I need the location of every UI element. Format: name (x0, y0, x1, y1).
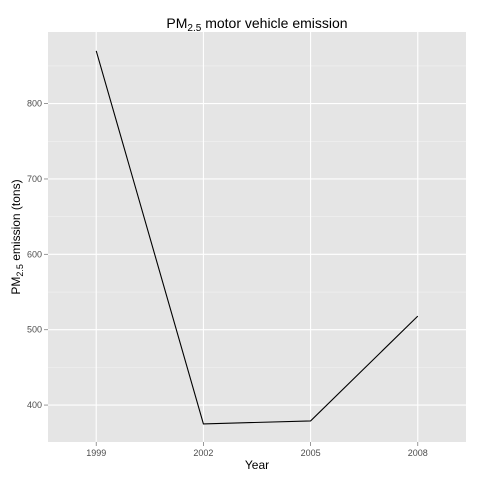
y-axis-title: PM2.5 emission (tons) (9, 179, 25, 294)
series-line (95, 50, 419, 425)
x-axis-title: Year (245, 458, 269, 472)
y-axis-title-main: PM (9, 277, 23, 295)
y-axis-title-rest: emission (tons) (9, 179, 23, 264)
chart-title: PM2.5 motor vehicle emission (166, 15, 347, 34)
y-tick-label: 800 (27, 99, 42, 109)
series-group (95, 50, 419, 425)
y-axis: 400 500 600 700 800 (27, 99, 48, 410)
y-tick-label: 400 (27, 400, 42, 410)
y-tick-label: 500 (27, 325, 42, 335)
chart-title-rest: motor vehicle emission (201, 15, 347, 31)
plot-panel (48, 32, 466, 442)
x-axis: 1999 2002 2005 2008 (86, 442, 428, 458)
y-tick-label: 700 (27, 174, 42, 184)
x-tick-label: 1999 (86, 448, 106, 458)
minor-gridlines (48, 65, 466, 368)
major-gridlines (48, 32, 466, 442)
x-tick-label: 2002 (193, 448, 213, 458)
y-axis-title-subscript: 2.5 (15, 264, 25, 277)
chart-title-subscript: 2.5 (187, 23, 201, 34)
y-tick-label: 600 (27, 249, 42, 259)
chart-title-main: PM (166, 15, 187, 31)
x-tick-label: 2008 (408, 448, 428, 458)
x-tick-label: 2005 (301, 448, 321, 458)
